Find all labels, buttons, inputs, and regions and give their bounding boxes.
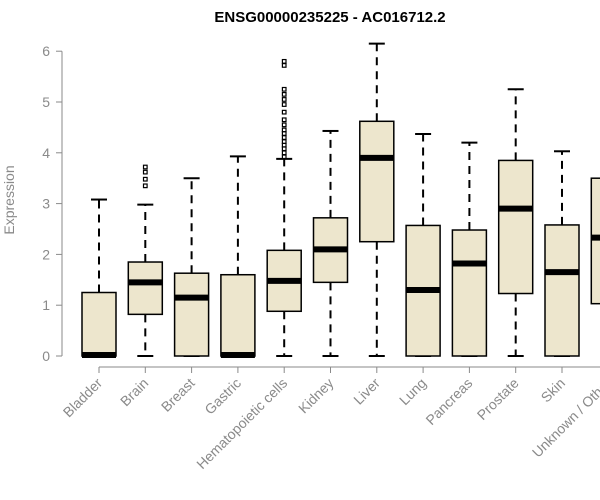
chart-title: ENSG00000235225 - AC016712.2 — [214, 9, 445, 26]
box-liver — [359, 120, 395, 243]
outlier-point — [281, 109, 287, 115]
y-tick-label: 2 — [42, 246, 50, 262]
x-tick-label: Brain — [117, 375, 151, 409]
x-tick-label: Lung — [396, 375, 429, 408]
outlier-point — [281, 127, 287, 133]
outlier-point — [142, 164, 148, 170]
outlier-point — [142, 176, 148, 182]
box-prostate — [497, 159, 534, 295]
outlier-point — [281, 63, 287, 68]
x-tick-label: Bladder — [60, 375, 106, 421]
y-tick-label: 0 — [42, 348, 50, 364]
box-unknown-other — [590, 177, 600, 305]
x-tick-label: Liver — [350, 375, 383, 408]
y-axis-label: Expression — [1, 165, 17, 234]
x-tick-label: Kidney — [295, 375, 337, 417]
outlier-point — [142, 183, 148, 189]
box-brain — [127, 261, 164, 316]
outlier-point — [281, 139, 287, 145]
outlier-point — [281, 135, 287, 140]
x-tick-label: Prostate — [474, 375, 522, 423]
x-tick-label: Pancreas — [422, 375, 475, 428]
outlier-point — [281, 91, 287, 97]
y-tick-label: 6 — [42, 43, 50, 59]
x-tick-label: Skin — [538, 375, 569, 406]
y-tick-label: 4 — [42, 145, 50, 161]
box-gastric — [220, 273, 256, 357]
y-tick-label: 5 — [42, 94, 50, 110]
y-tick-label: 1 — [42, 297, 50, 313]
x-tick-label: Gastric — [201, 375, 244, 418]
outlier-point — [281, 97, 287, 102]
box-skin — [544, 224, 580, 357]
outlier-point — [281, 86, 287, 92]
outlier-point — [281, 122, 287, 128]
outlier-point — [281, 102, 287, 107]
box-pancreas — [451, 229, 488, 357]
plot-area: 0 1 2 3 4 5 6 Bladder Brain Breast GastricHematopo… — [42, 42, 600, 472]
y-tick-label: 3 — [42, 196, 50, 212]
outlier-point — [142, 169, 148, 175]
x-tick-label: Breast — [158, 375, 198, 415]
outlier-point — [281, 58, 287, 64]
outlier-point — [281, 150, 287, 156]
box-breast — [173, 272, 210, 357]
outlier-point — [281, 154, 287, 160]
outlier-point — [281, 117, 287, 123]
x-tick-label: Hematopoietic cells — [193, 375, 290, 472]
box-bladder — [81, 291, 117, 357]
